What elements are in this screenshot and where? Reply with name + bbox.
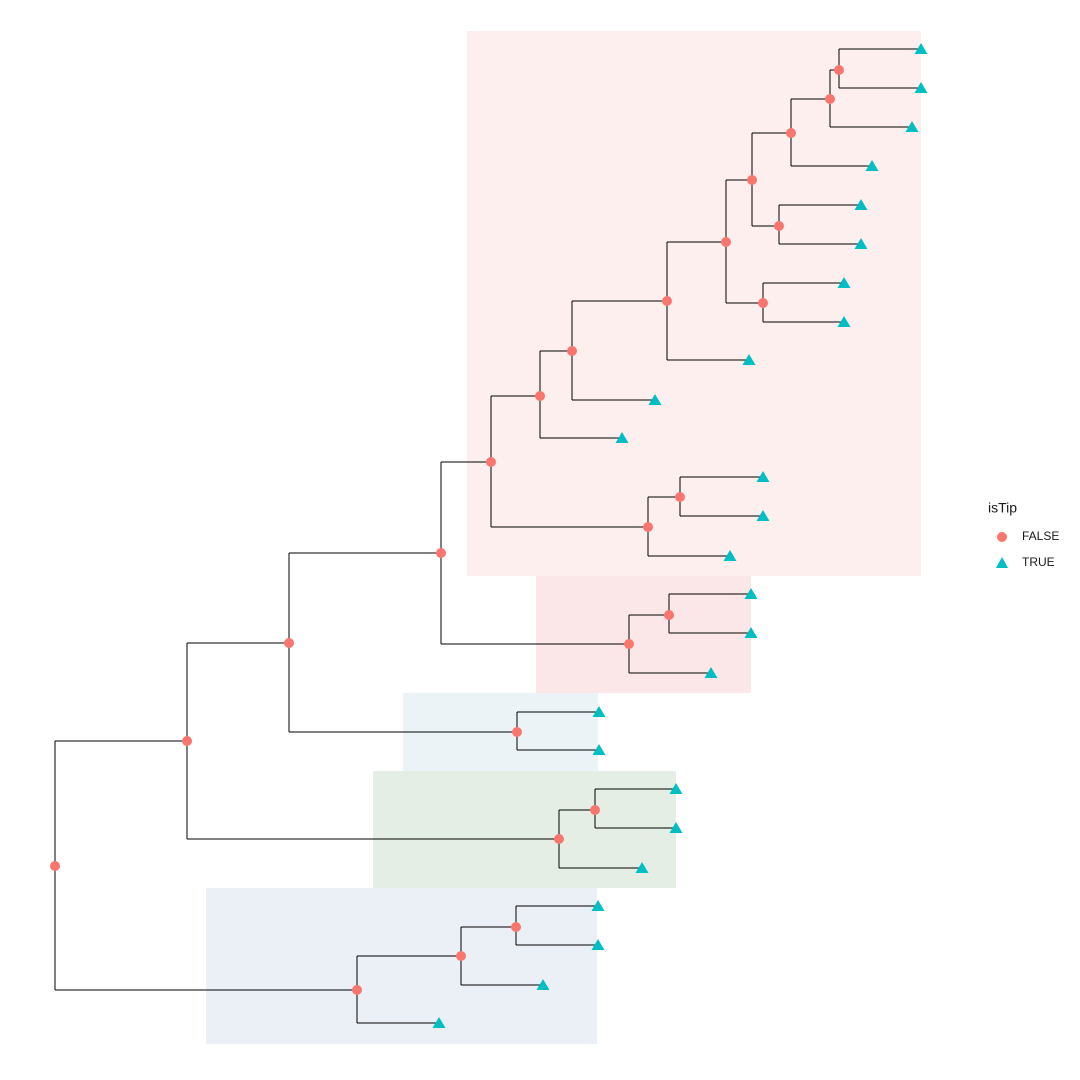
internal-node xyxy=(643,522,653,532)
internal-node xyxy=(352,985,362,995)
tip-node xyxy=(837,277,851,288)
legend-key-circle xyxy=(997,532,1007,542)
tip-node xyxy=(669,783,683,794)
legend-title: isTip xyxy=(988,500,1017,516)
clade-highlight xyxy=(467,31,921,576)
internal-node xyxy=(774,221,784,231)
tip-node xyxy=(432,1017,446,1028)
tip-node xyxy=(865,160,879,171)
tip-node xyxy=(591,900,605,911)
internal-node xyxy=(825,94,835,104)
internal-node xyxy=(554,834,564,844)
clade-highlight xyxy=(206,888,597,1044)
tip-node xyxy=(744,627,758,638)
legend-key-triangle xyxy=(996,557,1008,568)
internal-node xyxy=(590,805,600,815)
tip-node xyxy=(837,316,851,327)
internal-node xyxy=(567,346,577,356)
internal-node xyxy=(436,548,446,558)
tip-node xyxy=(648,394,662,405)
internal-node xyxy=(662,296,672,306)
legend: isTip FALSE TRUE xyxy=(988,500,1059,569)
internal-node xyxy=(512,727,522,737)
points xyxy=(50,43,928,1028)
tip-node xyxy=(615,432,629,443)
internal-node xyxy=(675,492,685,502)
tip-node xyxy=(756,510,770,521)
tip-node xyxy=(756,471,770,482)
tip-node xyxy=(704,667,718,678)
tip-node xyxy=(744,588,758,599)
tip-node xyxy=(854,238,868,249)
legend-label: TRUE xyxy=(1022,555,1055,569)
tip-node xyxy=(914,43,928,54)
legend-label: FALSE xyxy=(1022,529,1059,543)
tip-node xyxy=(723,550,737,561)
tip-node xyxy=(742,354,756,365)
internal-node xyxy=(50,861,60,871)
internal-node xyxy=(284,638,294,648)
internal-node xyxy=(721,237,731,247)
internal-node xyxy=(758,298,768,308)
tip-node xyxy=(635,862,649,873)
tip-node xyxy=(669,822,683,833)
internal-node xyxy=(511,922,521,932)
highlights xyxy=(206,31,921,1044)
tip-node xyxy=(905,121,919,132)
internal-node xyxy=(535,391,545,401)
tip-node xyxy=(591,939,605,950)
internal-node xyxy=(182,736,192,746)
internal-node xyxy=(834,65,844,75)
tip-node xyxy=(592,706,606,717)
tip-node xyxy=(914,82,928,93)
internal-node xyxy=(786,128,796,138)
tip-node xyxy=(536,979,550,990)
internal-node xyxy=(624,639,634,649)
internal-node xyxy=(456,951,466,961)
internal-node xyxy=(486,457,496,467)
tip-node xyxy=(854,199,868,210)
internal-node xyxy=(664,610,674,620)
tip-node xyxy=(592,744,606,755)
internal-node xyxy=(747,175,757,185)
